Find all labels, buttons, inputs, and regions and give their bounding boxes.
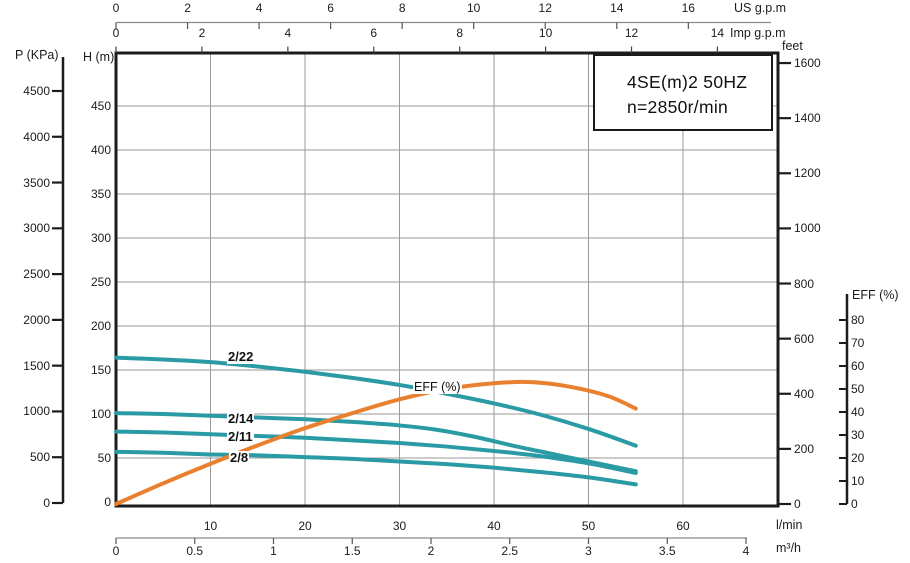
tick-label-p-kpa: 4500 bbox=[23, 83, 50, 98]
eff-axis-title: EFF (%) bbox=[852, 288, 899, 302]
tick-label-p-kpa: 3000 bbox=[23, 221, 50, 236]
tick-label-m3h: 3.5 bbox=[658, 544, 676, 558]
tick-label-feet: 1600 bbox=[794, 56, 821, 71]
curve-2-22 bbox=[114, 355, 638, 448]
tick-label-h-m: 0 bbox=[104, 495, 111, 509]
curve-label-2-11: 2/11 bbox=[227, 429, 254, 444]
model-speed: n=2850r/min bbox=[627, 97, 729, 117]
tick-label-imp-gpm: 10 bbox=[538, 26, 553, 40]
tick-label-eff-pct: 0 bbox=[851, 497, 858, 511]
tick-label-m3h: 0.5 bbox=[186, 544, 204, 558]
us-gpm-axis-title: US g.p.m bbox=[734, 1, 787, 15]
tick-label-p-kpa: 2000 bbox=[23, 312, 50, 327]
tick-label-m3h: 3 bbox=[585, 544, 592, 558]
tick-label-h-m: 250 bbox=[90, 275, 111, 289]
curve-label-2-8: 2/8 bbox=[229, 450, 250, 465]
tick-label-p-kpa: 1000 bbox=[23, 404, 50, 419]
tick-label-l-min: 10 bbox=[203, 519, 218, 533]
tick-label-h-m: 50 bbox=[97, 451, 111, 465]
tick-label-eff-pct: 40 bbox=[851, 405, 865, 419]
tick-label-l-min: 30 bbox=[392, 519, 407, 533]
tick-label-p-kpa: 4000 bbox=[23, 129, 50, 144]
tick-label-feet: 600 bbox=[794, 331, 815, 346]
tick-label-feet: 1200 bbox=[794, 166, 821, 181]
tick-label-eff-pct: 30 bbox=[851, 428, 865, 442]
tick-label-l-min: 50 bbox=[581, 519, 596, 533]
tick-label-h-m: 300 bbox=[90, 231, 111, 245]
curve-label-eff: EFF (%) bbox=[413, 380, 462, 394]
tick-label-p-kpa: 2500 bbox=[23, 267, 50, 282]
tick-label-eff-pct: 10 bbox=[851, 474, 865, 488]
tick-label-feet: 400 bbox=[794, 386, 815, 401]
feet-axis-title: feet bbox=[782, 39, 803, 53]
imp-gpm-axis-title: Imp g.p.m bbox=[730, 26, 786, 40]
tick-label-h-m: 400 bbox=[90, 143, 111, 157]
tick-label-feet: 200 bbox=[794, 441, 815, 456]
tick-label-imp-gpm: 8 bbox=[456, 26, 464, 40]
tick-label-imp-gpm: 6 bbox=[370, 26, 378, 40]
tick-label-imp-gpm: 14 bbox=[710, 26, 725, 40]
tick-label-imp-gpm: 0 bbox=[112, 26, 120, 40]
tick-label-imp-gpm: 2 bbox=[198, 26, 206, 40]
tick-label-eff-pct: 80 bbox=[851, 313, 865, 327]
tick-label-imp-gpm: 4 bbox=[284, 26, 292, 40]
m3h-axis-title: m³/h bbox=[776, 541, 801, 555]
tick-label-eff-pct: 50 bbox=[851, 382, 865, 396]
curve-eff- bbox=[114, 379, 638, 506]
tick-label-us-gpm: 8 bbox=[398, 1, 406, 15]
tick-label-eff-pct: 20 bbox=[851, 451, 865, 465]
tick-label-l-min: 20 bbox=[298, 519, 312, 533]
tick-label-p-kpa: 1500 bbox=[23, 358, 50, 373]
tick-label-l-min: 60 bbox=[676, 519, 690, 533]
tick-label-feet: 1400 bbox=[794, 111, 821, 126]
tick-label-m3h: 1 bbox=[270, 544, 277, 558]
tick-label-p-kpa: 3500 bbox=[23, 175, 50, 190]
tick-label-feet: 800 bbox=[794, 276, 815, 291]
tick-label-m3h: 1.5 bbox=[343, 544, 361, 558]
tick-label-us-gpm: 2 bbox=[184, 1, 191, 15]
tick-label-us-gpm: 4 bbox=[255, 1, 263, 15]
curve-2-11 bbox=[114, 429, 638, 475]
curve-label-2-22: 2/22 bbox=[227, 349, 255, 364]
tick-label-h-m: 200 bbox=[90, 319, 111, 333]
tick-label-eff-pct: 70 bbox=[851, 336, 865, 350]
model-title-box: 4SE(m)2 50HZ n=2850r/min bbox=[593, 54, 773, 131]
tick-label-us-gpm: 0 bbox=[112, 1, 120, 15]
tick-label-us-gpm: 12 bbox=[538, 1, 552, 15]
lmin-axis-title: l/min bbox=[776, 518, 803, 532]
tick-label-m3h: 0 bbox=[112, 544, 120, 558]
tick-label-feet: 0 bbox=[794, 497, 801, 511]
curve-2-14 bbox=[114, 411, 638, 474]
tick-label-m3h: 2 bbox=[427, 544, 435, 558]
plot-border bbox=[114, 51, 780, 508]
tick-label-p-kpa: 500 bbox=[29, 450, 50, 465]
tick-label-h-m: 450 bbox=[90, 99, 111, 113]
tick-label-us-gpm: 16 bbox=[681, 1, 695, 15]
tick-label-eff-pct: 60 bbox=[851, 359, 865, 373]
tick-label-h-m: 100 bbox=[90, 407, 111, 421]
tick-label-p-kpa: 0 bbox=[43, 496, 50, 510]
tick-label-us-gpm: 14 bbox=[610, 1, 624, 15]
tick-label-m3h: 4 bbox=[742, 544, 750, 558]
tick-label-us-gpm: 6 bbox=[327, 1, 334, 15]
tick-label-h-m: 150 bbox=[90, 363, 111, 377]
p-axis-title: P (KPa) bbox=[15, 48, 59, 62]
tick-label-imp-gpm: 12 bbox=[624, 26, 639, 40]
curve-2-8 bbox=[114, 449, 638, 487]
tick-label-l-min: 40 bbox=[487, 519, 501, 533]
tick-label-m3h: 2.5 bbox=[501, 544, 519, 558]
model-name: 4SE(m)2 50HZ bbox=[627, 72, 748, 92]
h-axis-title: H (m) bbox=[83, 50, 115, 64]
tick-label-us-gpm: 10 bbox=[467, 1, 481, 15]
curve-label-2-14: 2/14 bbox=[227, 411, 255, 426]
tick-label-h-m: 350 bbox=[90, 187, 111, 201]
tick-label-feet: 1000 bbox=[794, 221, 821, 236]
